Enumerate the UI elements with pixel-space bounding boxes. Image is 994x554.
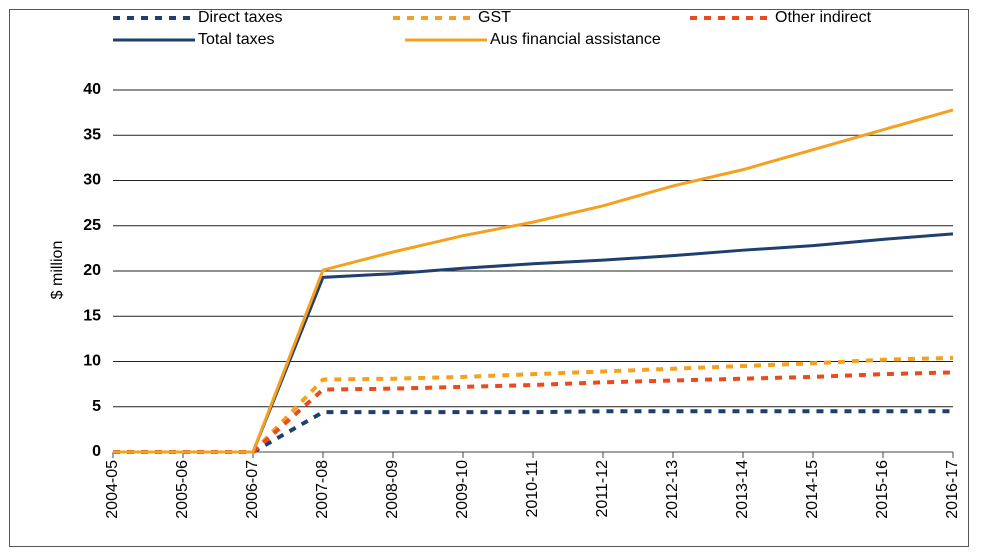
frame [9, 9, 969, 547]
x-tick-label: 2012-13 [664, 460, 681, 519]
x-tick-label: 2016-17 [944, 460, 961, 519]
x-tick-label: 2014-15 [804, 460, 821, 519]
x-tick-label: 2008-09 [384, 460, 401, 519]
y-tick-label: 20 [83, 262, 101, 279]
y-tick-label: 35 [83, 126, 101, 143]
y-tick-label: 0 [92, 443, 101, 460]
legend-label: Direct taxes [198, 9, 282, 26]
y-tick-label: 5 [92, 398, 101, 415]
legend-label: Other indirect [775, 9, 872, 26]
x-tick-label: 2005-06 [174, 460, 191, 519]
x-tick-label: 2013-14 [734, 460, 751, 519]
x-tick-label: 2007-08 [314, 460, 331, 519]
y-tick-label: 30 [83, 172, 101, 189]
legend-label: GST [478, 9, 511, 26]
x-tick-label: 2009-10 [454, 460, 471, 519]
x-tick-label: 2006-07 [244, 460, 261, 519]
x-tick-label: 2011-12 [594, 460, 611, 518]
legend-label: Aus financial assistance [490, 31, 661, 48]
x-tick-label: 2010-11 [524, 460, 541, 518]
y-axis-label: $ million [49, 241, 66, 300]
y-tick-label: 40 [83, 81, 101, 98]
y-tick-label: 15 [83, 307, 101, 324]
legend-label: Total taxes [198, 31, 274, 48]
x-tick-label: 2015-16 [874, 460, 891, 519]
y-tick-label: 25 [83, 217, 101, 234]
x-tick-label: 2004-05 [104, 460, 121, 519]
series-line [113, 108, 954, 454]
y-tick-label: 10 [83, 353, 101, 370]
